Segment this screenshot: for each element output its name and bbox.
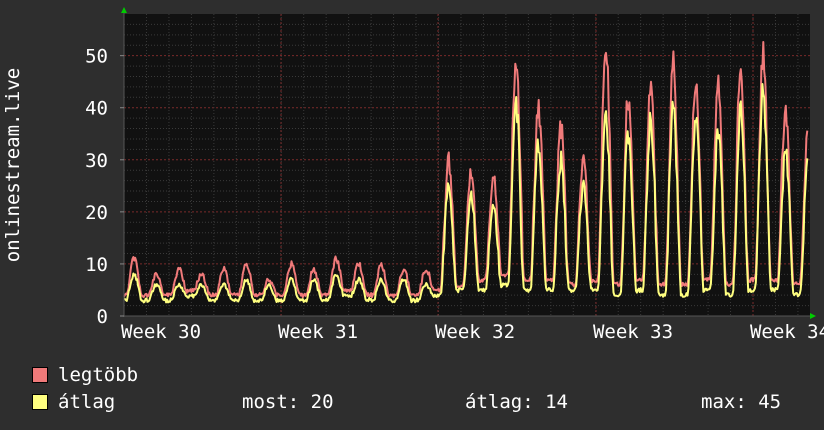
legend-swatch-max [32,367,48,383]
y-tick-label: 10 [85,254,108,276]
y-tick-label: 0 [97,306,108,328]
y-tick-label: 20 [85,202,108,224]
stat-current: most: 20 [242,391,334,413]
legend-label-max: legtöbb [58,364,139,386]
x-tick-label: Week 30 [121,321,201,340]
y-tick-label: 40 [85,98,108,120]
legend-swatch-avg [32,394,48,410]
stat-max: max: 45 [701,391,782,413]
y-tick-label: 50 [85,46,108,68]
chart-plot: 0 10 20 30 40 50 Week 30 Week 31 Week 32 Week 33… [2,7,824,340]
stat-average: átlag: 14 [465,391,568,413]
y-tick-label: 30 [85,150,108,172]
legend-label-avg: átlag [58,391,116,413]
x-tick-label: Week 34 [750,321,824,340]
x-tick-label: Week 31 [278,321,358,340]
x-tick-label: Week 32 [435,321,515,340]
x-tick-label: Week 33 [593,321,673,340]
series-line-avg [123,83,809,304]
y-axis-label: onlinestream.live [2,68,24,262]
